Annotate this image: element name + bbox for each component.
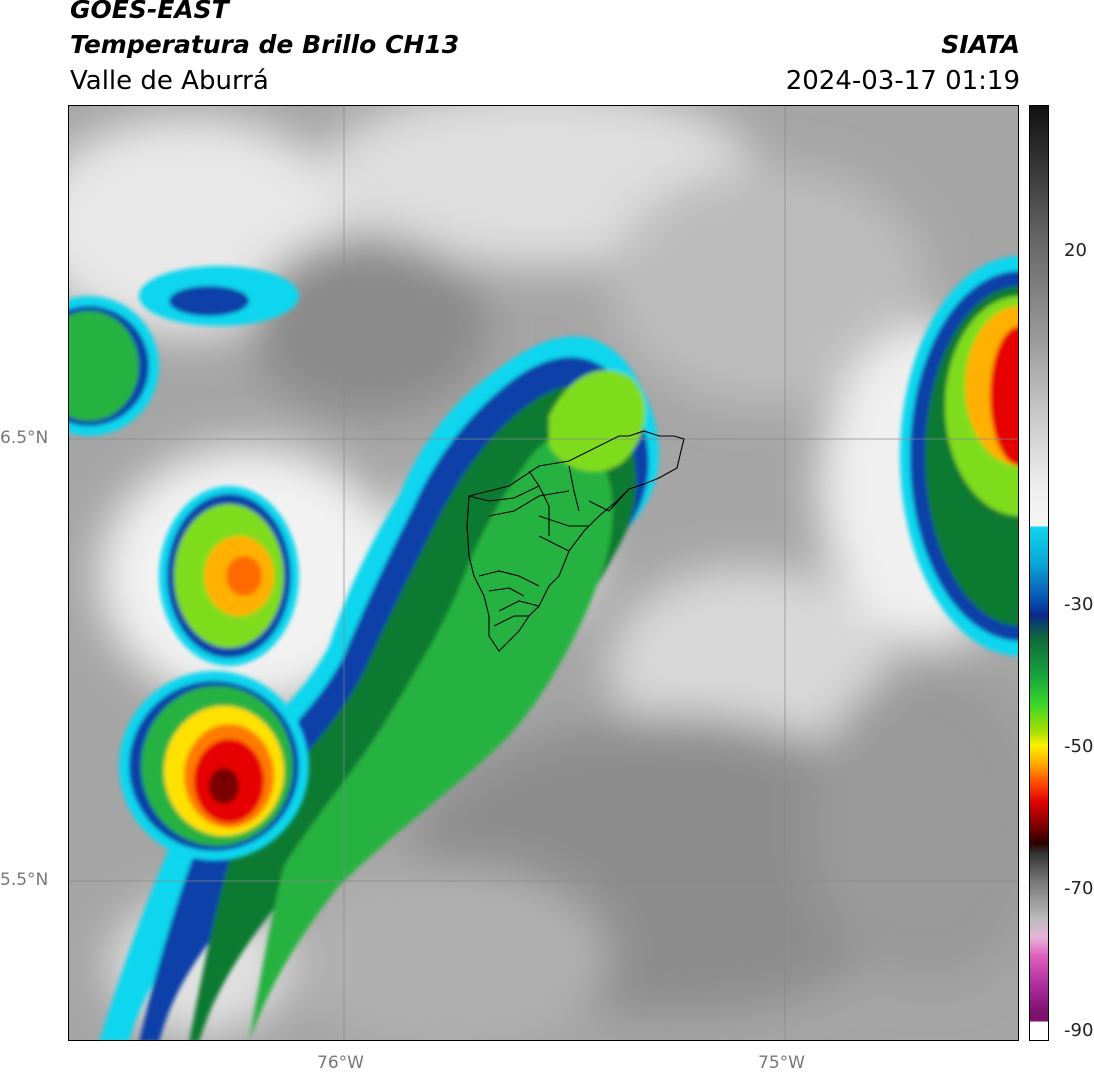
colorbar-tick-minus90: -90 — [1064, 1020, 1094, 1041]
lat-label-5-5: 5.5°N — [0, 870, 49, 890]
satellite-map — [68, 105, 1019, 1041]
west-storm — [119, 671, 309, 861]
mid-storm — [159, 486, 299, 666]
lon-label-76: 76°W — [317, 1053, 364, 1073]
northwest-storm — [69, 266, 299, 436]
satellite-title: GOES-EAST — [70, 0, 229, 24]
east-storm — [900, 256, 1018, 656]
municipality-borders — [466, 430, 685, 652]
convective-band — [99, 336, 659, 1040]
agency-label: SIATA — [941, 30, 1020, 59]
colorbar-tick-minus50: -50 — [1064, 736, 1094, 757]
lat-label-6-5: 6.5°N — [0, 428, 49, 448]
colorbar — [1029, 105, 1049, 1041]
colorbar-tick-minus30: -30 — [1064, 594, 1094, 615]
colorbar-tick-minus70: -70 — [1064, 878, 1094, 899]
colorbar-tick-20: 20 — [1064, 240, 1087, 261]
map-canvas — [69, 106, 1018, 1040]
region-label: Valle de Aburrá — [70, 66, 269, 96]
product-title: Temperatura de Brillo CH13 — [70, 30, 460, 59]
graticule — [69, 106, 1018, 1040]
timestamp-label: 2024-03-17 01:19 — [785, 66, 1020, 96]
lon-label-75: 75°W — [758, 1053, 805, 1073]
